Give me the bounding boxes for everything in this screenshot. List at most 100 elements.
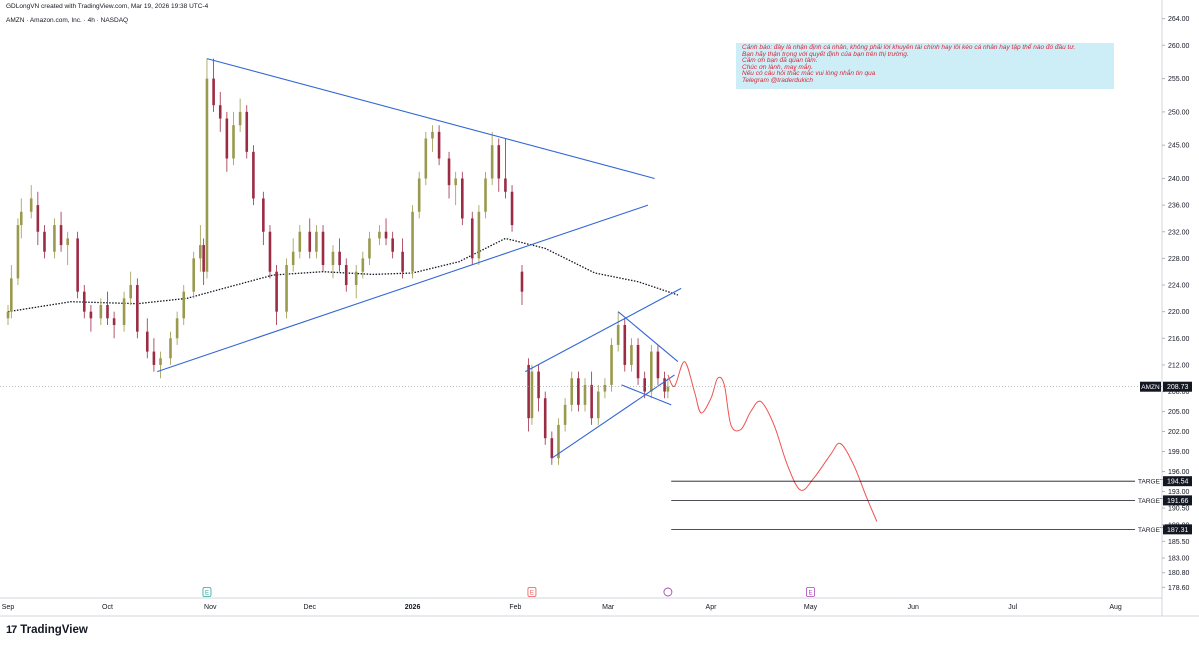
candle-body [89,311,93,319]
candle-body [112,318,116,325]
candle-body [212,78,215,106]
candle-body [461,178,464,219]
candle-body [530,371,534,419]
candle-body [82,291,86,312]
candle-body [537,371,540,399]
x-tick-label: Sep [2,604,15,611]
y-tick-label: 260.00 [1168,43,1190,50]
y-tick-label: 255.00 [1168,76,1190,83]
target-value-label: 187.31 [1167,527,1189,534]
candle-body [122,298,126,325]
candle-body [543,398,547,439]
candle-body [169,338,172,359]
candle-body [384,231,388,239]
note-line: Telegram @traderdukich [742,76,814,84]
candle-body [321,231,325,266]
target-label: TARGET [1138,479,1164,486]
candle-body [583,384,587,405]
last-price-label-bg [1163,381,1192,392]
candle-body [650,351,653,392]
tradingview-logo-icon: 17 [6,624,17,636]
candle-body [152,351,156,365]
moving-average-layer [7,237,679,313]
symbol-tag: AMZN [1141,384,1160,391]
candle-body [175,318,179,339]
candle-body [6,311,10,319]
dividend-marker-icon [663,587,673,597]
moving-average-line [7,237,679,313]
trendline-channel-lower [551,374,675,459]
symbol-legend[interactable]: AMZN · Amazon.com, Inc. · 4h · NASDAQ [6,17,129,24]
y-tick-label: 180.80 [1168,570,1190,577]
candle-body [66,238,69,246]
x-tick-label: May [804,604,818,611]
projection-path [667,361,878,522]
candle-body [285,265,288,312]
candle-body [603,384,607,392]
y-tick-label: 216.00 [1168,336,1190,343]
candle-body [218,105,222,119]
candle-body [391,238,394,252]
candle-body [411,211,414,272]
trendline-flag-lower [621,384,672,406]
x-tick-label: 2026 [405,604,421,611]
note-line: Bạn hãy thận trọng với quyết định của bạ… [742,50,909,58]
x-tick-label: Feb [509,604,521,611]
candle-body [29,198,33,212]
y-tick-label: 220.00 [1168,309,1190,316]
x-tick-label: Apr [706,604,718,611]
y-tick-label: 236.00 [1168,203,1190,210]
candle-body [275,271,278,312]
candle-body [401,251,404,272]
target-value-label: 194.54 [1167,479,1189,486]
candle-body [663,378,666,392]
trendline-flag-upper [617,311,679,363]
candle-body [424,138,428,179]
target-label: TARGET [1138,527,1164,534]
y-tick-label: 264.00 [1168,16,1190,23]
y-tick-label: 250.00 [1168,109,1190,116]
candles-layer [6,58,670,465]
candle-body [636,344,640,379]
y-tick-label: 178.60 [1168,585,1190,592]
earnings-marker-label: E [530,590,534,596]
candle-body [563,404,567,425]
y-tick-label: 245.00 [1168,143,1190,150]
x-tick-label: Mar [602,604,615,611]
candle-body [497,145,501,179]
candle-body [570,378,574,405]
target-value-bg [1163,495,1192,506]
candle-body [477,211,481,259]
candle-body [159,358,162,365]
note-line: Chúc ơn lành, may mắn. [742,63,813,71]
candle-body [338,251,341,266]
y-tick-label: 232.00 [1168,229,1190,236]
candle-body [145,331,149,352]
note-line: Cảm ơn bạn đã quan tâm. [742,57,818,65]
candle-body [510,191,514,226]
candle-body [437,131,441,159]
tradingview-brand[interactable]: 17 TradingView [6,624,88,636]
candle-body [19,211,23,226]
candle-body [192,258,196,292]
y-tick-label: 202.00 [1168,429,1190,436]
x-tick-label: Dec [304,604,317,611]
candle-body [245,111,249,152]
y-tick-label: 183.00 [1168,556,1190,563]
candle-body [129,285,132,299]
candle-body [298,231,302,252]
note-line: Cảnh báo: đây là nhận định cá nhân, khôn… [742,44,1076,51]
y-tick-label: 190.50 [1168,506,1190,513]
candle-body [202,245,205,272]
candle-body [43,231,46,252]
candle-body [484,178,487,212]
y-tick-label: 212.00 [1168,362,1190,369]
earnings-marker-label: E [808,590,812,596]
candle-body [368,238,371,259]
candle-body [59,225,63,246]
candle-body [527,364,530,419]
candle-body [550,438,554,459]
